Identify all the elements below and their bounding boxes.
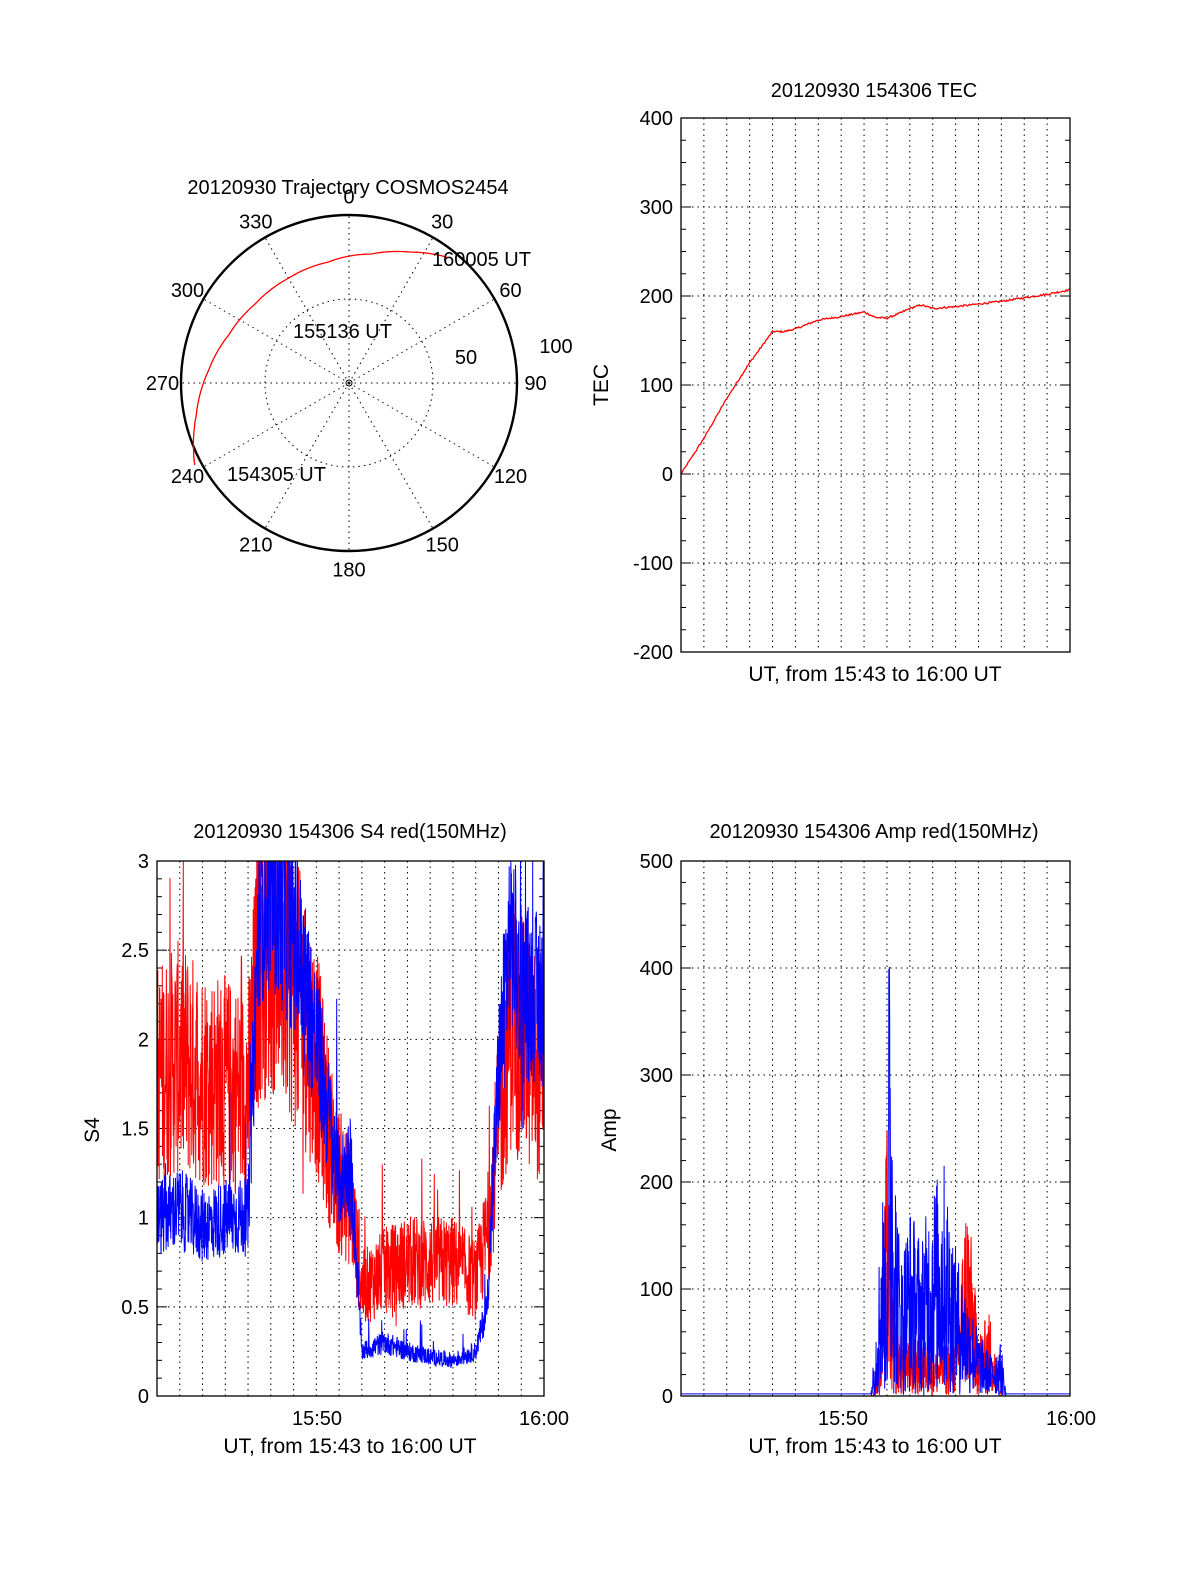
s4-x-tick-1600: 16:00 xyxy=(519,1408,569,1430)
tec-y-axis-label: TEC xyxy=(590,364,613,406)
tec-chart: 20120930 154306 TEC 400 300 200 100 0 -100 -20… xyxy=(590,80,1071,686)
s4-y-axis-label: S4 xyxy=(81,1117,104,1143)
s4-y-tick-label: 1.5 xyxy=(121,1119,149,1141)
tec-y-ticks: 400 300 200 100 0 -100 -200 xyxy=(633,108,673,664)
tec-x-axis-label: UT, from 15:43 to 16:00 UT xyxy=(748,663,1001,686)
polar-spoke xyxy=(264,382,350,529)
polar-azimuth-label: 300 xyxy=(171,280,204,302)
polar-spoke xyxy=(203,298,350,384)
amp-y-tick-label: 0 xyxy=(662,1386,673,1408)
amp-y-tick-label: 300 xyxy=(640,1065,673,1087)
s4-y-tick-label: 0 xyxy=(138,1386,149,1408)
polar-azimuth-label: 90 xyxy=(524,373,546,395)
s4-y-tick-label: 2.5 xyxy=(121,940,149,962)
polar-ring-label-100: 100 xyxy=(539,336,572,358)
tec-y-tick-label: 400 xyxy=(640,108,673,130)
amp-y-axis-label: Amp xyxy=(598,1108,621,1151)
polar-title: 20120930 Trajectory COSMOS2454 xyxy=(187,177,508,199)
polar-azimuth-label: 0 xyxy=(343,187,354,209)
tec-y-tick-label: -200 xyxy=(633,642,673,664)
tec-plot-frame xyxy=(680,117,1071,653)
amp-x-axis-label: UT, from 15:43 to 16:00 UT xyxy=(748,1435,1001,1458)
amp-grid xyxy=(681,861,1070,1396)
amp-minor-ticks xyxy=(681,860,1070,1397)
polar-azimuth-label: 240 xyxy=(171,466,204,488)
s4-title: 20120930 154306 S4 red(150MHz) xyxy=(193,821,507,843)
polar-spoke xyxy=(348,298,495,384)
polar-azimuth-label: 270 xyxy=(146,373,179,395)
amp-y-tick-label: 200 xyxy=(640,1172,673,1194)
amp-plot-frame xyxy=(680,860,1071,1397)
amp-x-tick-1600: 16:00 xyxy=(1046,1408,1096,1430)
tec-y-tick-label: 200 xyxy=(640,286,673,308)
amp-x-tick-1550: 15:50 xyxy=(818,1408,868,1430)
polar-label-start: 154305 UT xyxy=(227,464,326,486)
polar-trajectory-chart: 20120930 Trajectory COSMOS2454 0 30 60 90 12… xyxy=(146,177,573,582)
s4-blue-series-line xyxy=(156,860,545,1368)
tec-series-line xyxy=(680,288,1070,475)
amp-blue-series-line xyxy=(681,966,1070,1397)
polar-spoke xyxy=(348,382,434,529)
polar-spoke xyxy=(348,382,495,468)
amp-y-ticks: 500 400 300 200 100 0 xyxy=(640,851,673,1408)
tec-y-tick-label: 0 xyxy=(662,464,673,486)
polar-label-mid: 155136 UT xyxy=(293,321,392,343)
tec-y-tick-label: 100 xyxy=(640,375,673,397)
amp-chart: 20120930 154306 Amp red(150MHz) 500 400 30… xyxy=(598,821,1096,1458)
s4-y-tick-label: 1 xyxy=(138,1208,149,1230)
polar-ring-label-50: 50 xyxy=(455,347,477,369)
tec-title: 20120930 154306 TEC xyxy=(771,80,977,102)
s4-red-series-line xyxy=(156,860,545,1327)
polar-azimuth-label: 330 xyxy=(239,212,272,234)
polar-azimuth-label: 120 xyxy=(494,466,527,488)
s4-x-axis-label: UT, from 15:43 to 16:00 UT xyxy=(223,1435,476,1458)
polar-outer-circle xyxy=(179,213,519,553)
s4-y-ticks: 3 2.5 2 1.5 1 0.5 0 xyxy=(121,851,149,1408)
polar-spoke xyxy=(264,237,350,384)
s4-chart: 20120930 154306 S4 red(150MHz) 3 2.5 2 1.5 1… xyxy=(81,821,569,1458)
polar-azimuth-label: 150 xyxy=(426,535,459,557)
tec-grid xyxy=(681,118,1070,652)
s4-plot-frame xyxy=(156,860,545,1397)
s4-y-tick-label: 3 xyxy=(138,851,149,873)
s4-y-tick-label: 0.5 xyxy=(121,1297,149,1319)
polar-spoke xyxy=(348,237,434,384)
polar-azimuth-label: 30 xyxy=(431,212,453,234)
polar-azimuth-label: 180 xyxy=(332,560,365,582)
s4-y-tick-label: 2 xyxy=(138,1029,149,1051)
polar-spokes xyxy=(181,215,517,551)
polar-center-dot xyxy=(345,379,353,387)
polar-track-line xyxy=(192,250,448,466)
s4-x-tick-1550: 15:50 xyxy=(292,1408,342,1430)
amp-y-tick-label: 500 xyxy=(640,851,673,873)
amp-y-tick-label: 100 xyxy=(640,1279,673,1301)
tec-y-tick-label: 300 xyxy=(640,197,673,219)
amp-title: 20120930 154306 Amp red(150MHz) xyxy=(709,821,1038,843)
polar-azimuth-label: 210 xyxy=(239,535,272,557)
polar-label-end: 160005 UT xyxy=(432,249,531,271)
polar-azimuth-labels: 0 30 60 90 120 150 180 210 240 270 300 330 xyxy=(146,187,547,582)
tec-y-tick-label: -100 xyxy=(633,553,673,575)
amp-y-tick-label: 400 xyxy=(640,958,673,980)
polar-spoke xyxy=(203,382,350,468)
polar-azimuth-label: 60 xyxy=(499,280,521,302)
